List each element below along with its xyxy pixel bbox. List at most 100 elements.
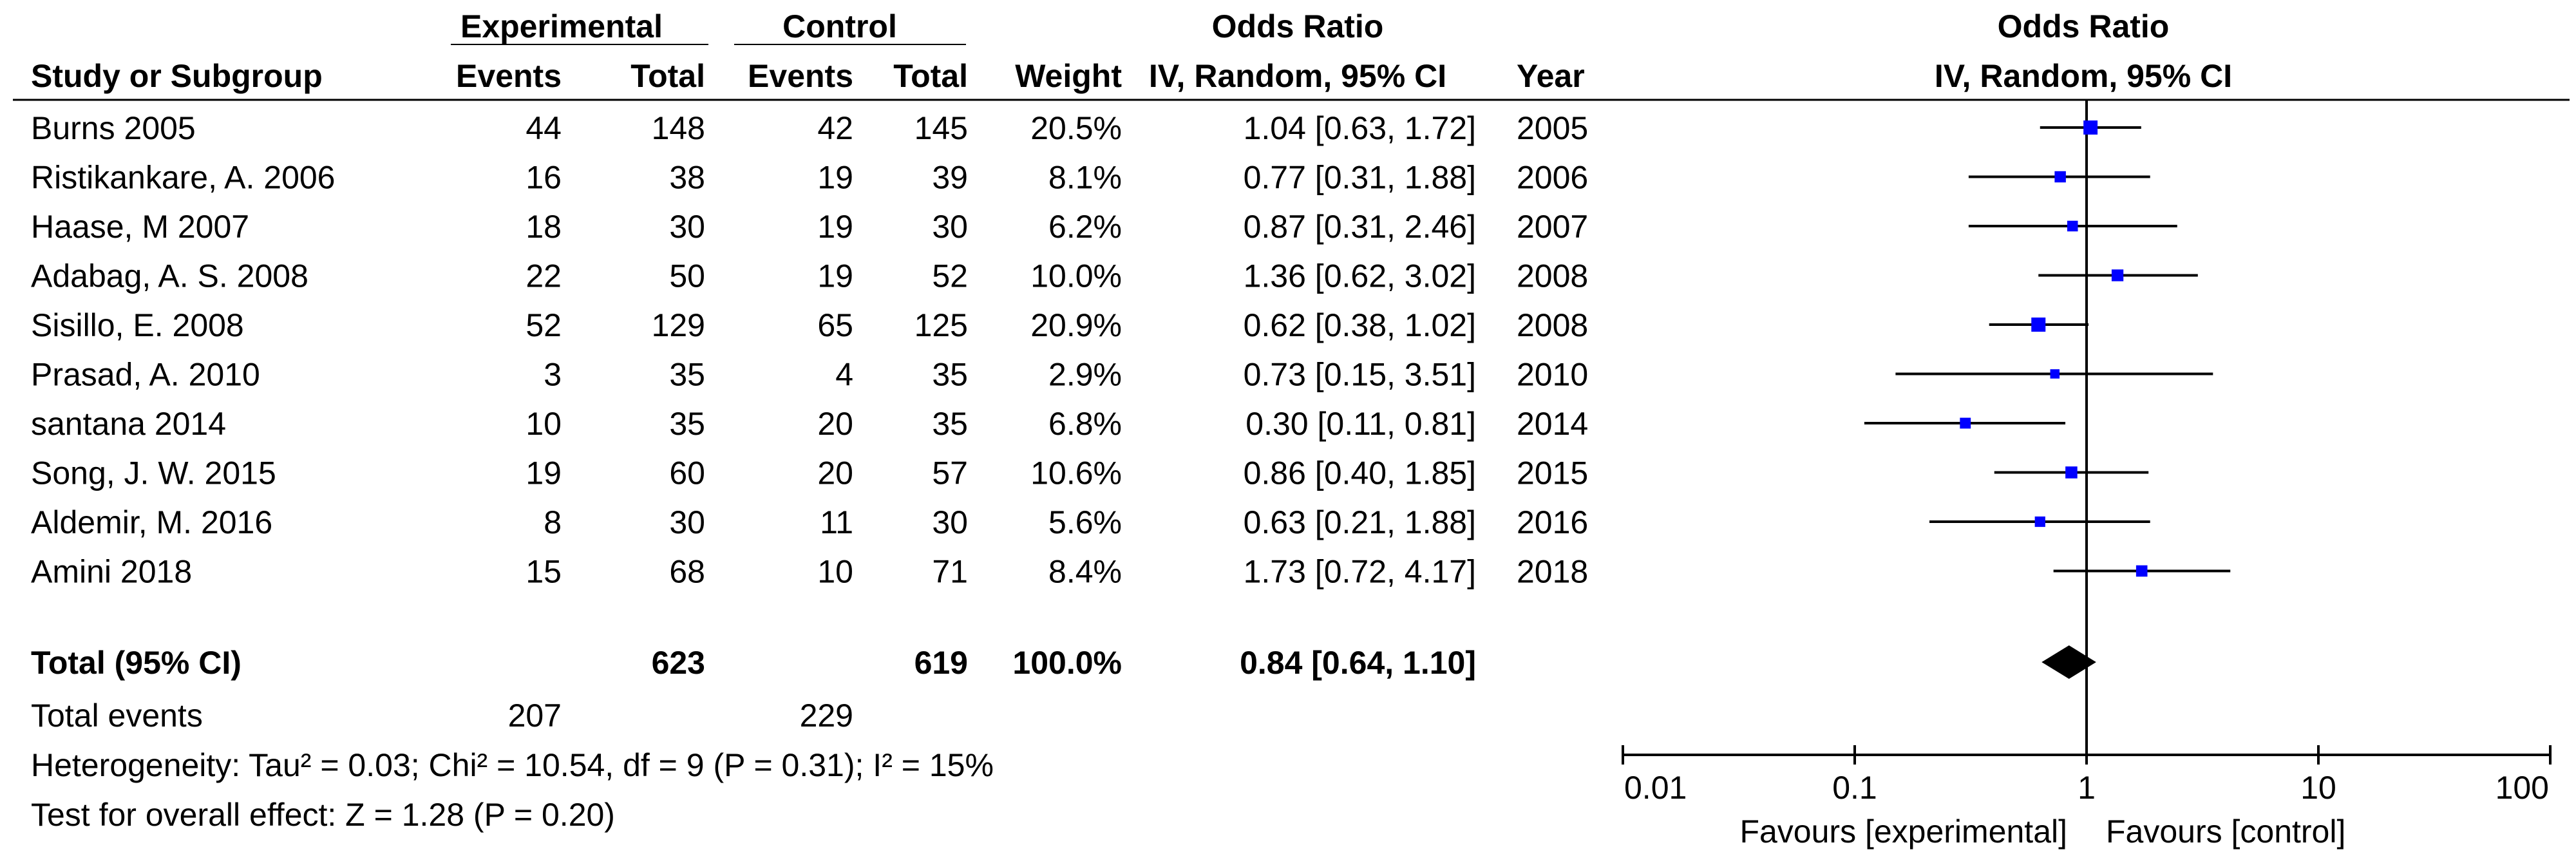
study-name: Sisillo, E. 2008 <box>31 307 244 343</box>
ctl-events: 19 <box>817 160 853 196</box>
study-weight: 10.0% <box>1030 258 1122 294</box>
study-name: Haase, M 2007 <box>31 209 249 245</box>
study-marker <box>2031 318 2046 332</box>
exp-events: 8 <box>544 504 562 540</box>
ctl-events: 65 <box>817 307 853 343</box>
x-axis-tick-label: 1 <box>2078 770 2096 806</box>
exp-events: 19 <box>526 455 562 491</box>
study-weight: 6.8% <box>1048 406 1122 442</box>
total-events-ctl: 229 <box>800 698 853 734</box>
study-marker <box>2136 565 2148 577</box>
exp-events: 10 <box>526 406 562 442</box>
exp-total: 35 <box>669 406 705 442</box>
experimental-group-header: Experimental <box>460 8 663 44</box>
study-row: Burns 2005 44 148 42 145 20.5% 1.04 [0.63, 1.7… <box>31 110 1588 146</box>
study-marker <box>2083 120 2098 135</box>
exp-total: 38 <box>669 160 705 196</box>
study-row: santana 2014 10 35 20 35 6.8% 0.30 [0.11, 0.81… <box>31 406 1588 442</box>
exp-total: 60 <box>669 455 705 491</box>
study-year: 2016 <box>1517 504 1588 540</box>
study-ci: 0.62 [0.38, 1.02] <box>1244 307 1476 343</box>
ctl-events: 19 <box>817 258 853 294</box>
ctl-total: 145 <box>914 110 968 146</box>
x-axis-tick-label: 0.1 <box>1832 770 1877 806</box>
study-ci: 0.30 [0.11, 0.81] <box>1245 406 1476 442</box>
study-ci: 0.73 [0.15, 3.51] <box>1244 357 1476 393</box>
study-year: 2010 <box>1517 357 1588 393</box>
study-column-header: Study or Subgroup <box>31 58 323 94</box>
study-marker <box>2065 466 2078 479</box>
exp-total: 148 <box>652 110 705 146</box>
method-header: IV, Random, 95% CI <box>1149 58 1446 94</box>
study-ci: 0.63 [0.21, 1.88] <box>1244 504 1476 540</box>
ci-whiskers <box>1864 126 2231 573</box>
study-year: 2008 <box>1517 307 1588 343</box>
heterogeneity-text: Heterogeneity: Tau² = 0.03; Chi² = 10.54… <box>31 747 994 783</box>
ctl-total: 35 <box>932 357 968 393</box>
study-marker <box>2111 269 2124 281</box>
study-row: Haase, M 2007 18 30 19 30 6.2% 0.87 [0.31, 2.4… <box>31 209 1588 245</box>
ctl-events: 42 <box>817 110 853 146</box>
study-ci: 0.87 [0.31, 2.46] <box>1244 209 1476 245</box>
exp-total: 30 <box>669 209 705 245</box>
study-year: 2007 <box>1517 209 1588 245</box>
study-row: Aldemir, M. 2016 8 30 11 30 5.6% 0.63 [0.21, 1… <box>31 504 1588 540</box>
total-exp-total: 623 <box>652 645 705 681</box>
exp-total: 50 <box>669 258 705 294</box>
ctl-total: 57 <box>932 455 968 491</box>
exp-total: 129 <box>652 307 705 343</box>
x-axis-ticks <box>1622 745 2552 765</box>
study-weight: 6.2% <box>1048 209 1122 245</box>
exp-events: 52 <box>526 307 562 343</box>
study-ci: 1.04 [0.63, 1.72] <box>1244 110 1476 146</box>
study-row: Song, J. W. 2015 19 60 20 57 10.6% 0.86 [0.40,… <box>31 455 1588 491</box>
exp-events: 44 <box>526 110 562 146</box>
study-ci: 1.73 [0.72, 4.17] <box>1244 554 1476 590</box>
study-row: Ristikankare, A. 2006 16 38 19 39 8.1% 0.77 [0… <box>31 160 1588 196</box>
year-header: Year <box>1517 58 1585 94</box>
exp-events-header: Events <box>456 58 562 94</box>
total-ctl-total: 619 <box>914 645 968 681</box>
exp-total-header: Total <box>630 58 705 94</box>
x-axis-tick-labels: 0.01 0.1 1 10 100 <box>1624 770 2549 806</box>
ctl-events: 20 <box>817 455 853 491</box>
ctl-events-header: Events <box>748 58 853 94</box>
study-weight: 2.9% <box>1048 357 1122 393</box>
total-row: Total (95% CI) 623 619 100.0% 0.84 [0.64… <box>31 645 1476 681</box>
study-weight: 8.4% <box>1048 554 1122 590</box>
study-ci: 0.86 [0.40, 1.85] <box>1244 455 1476 491</box>
study-year: 2005 <box>1517 110 1588 146</box>
odds-ratio-header: Odds Ratio <box>1212 8 1384 44</box>
study-name: Burns 2005 <box>31 110 196 146</box>
study-rows: Burns 2005 44 148 42 145 20.5% 1.04 [0.63, 1.7… <box>31 110 1588 590</box>
study-name: Ristikankare, A. 2006 <box>31 160 336 196</box>
ctl-total: 35 <box>932 406 968 442</box>
study-marker <box>2050 369 2060 379</box>
study-year: 2018 <box>1517 554 1588 590</box>
total-ci: 0.84 [0.64, 1.10] <box>1240 645 1476 681</box>
ctl-events: 4 <box>835 357 853 393</box>
study-marker <box>1960 417 1971 429</box>
ctl-total: 30 <box>932 209 968 245</box>
x-axis-tick-label: 100 <box>2496 770 2549 806</box>
total-events-label: Total events <box>31 698 203 734</box>
pooled-estimate-diamond <box>2041 645 2096 679</box>
ctl-total: 30 <box>932 504 968 540</box>
study-year: 2015 <box>1517 455 1588 491</box>
ctl-total: 71 <box>932 554 968 590</box>
total-weight: 100.0% <box>1012 645 1122 681</box>
plot-method-header: IV, Random, 95% CI <box>1935 58 2232 94</box>
study-name: Prasad, A. 2010 <box>31 357 260 393</box>
ctl-events: 20 <box>817 406 853 442</box>
x-axis-tick-label: 0.01 <box>1624 770 1687 806</box>
study-name: santana 2014 <box>31 406 226 442</box>
exp-events: 15 <box>526 554 562 590</box>
study-row: Amini 2018 15 68 10 71 8.4% 1.73 [0.72, 4.17] 2… <box>31 554 1588 590</box>
study-marker <box>2034 516 2045 528</box>
study-row: Prasad, A. 2010 3 35 4 35 2.9% 0.73 [0.15, 3.5… <box>31 357 1588 393</box>
study-year: 2006 <box>1517 160 1588 196</box>
study-ci: 0.77 [0.31, 1.88] <box>1244 160 1476 196</box>
x-axis-tick-label: 10 <box>2300 770 2336 806</box>
study-marker <box>2054 171 2066 183</box>
